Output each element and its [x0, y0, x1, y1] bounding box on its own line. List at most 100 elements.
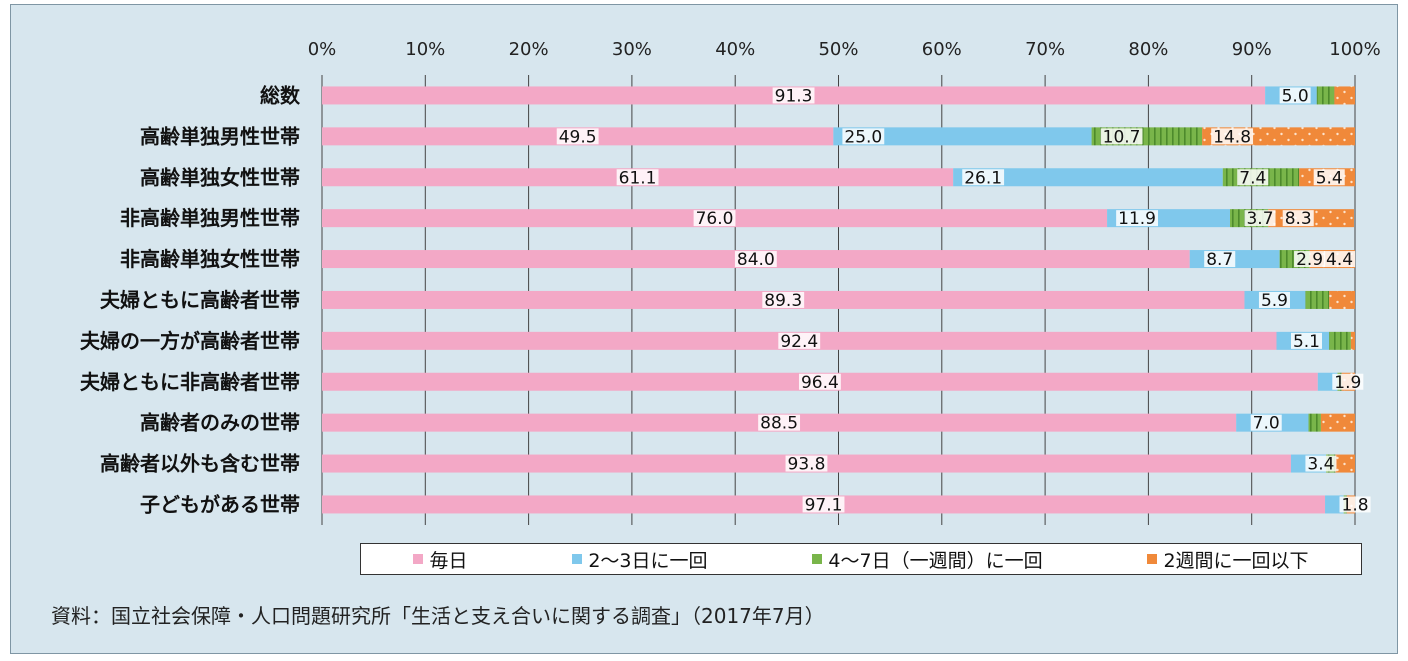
data-label-bg: [1313, 169, 1345, 186]
category-label: 非高齢単独女性世帯: [120, 247, 300, 271]
data-label-bg: [734, 251, 777, 268]
category-label: 高齢単独女性世帯: [140, 165, 300, 189]
data-label: 26.1: [964, 168, 1002, 188]
data-label-bg: [1211, 128, 1254, 145]
data-label-bg: [772, 87, 815, 104]
bar-segment: [1308, 413, 1321, 432]
data-label: 1.9: [1334, 373, 1361, 393]
category-label: 総数: [260, 83, 301, 107]
legend-swatch: [812, 554, 823, 564]
legend-swatch: [1147, 554, 1158, 564]
data-label-bg: [1294, 251, 1326, 268]
legend-swatch: [572, 554, 583, 564]
data-label-bg: [1116, 210, 1159, 227]
data-label-bg: [1237, 169, 1269, 186]
data-label: 76.0: [696, 209, 734, 229]
data-label: 93.8: [788, 455, 826, 475]
x-tick-label: 0%: [308, 39, 337, 60]
x-tick-label: 20%: [509, 39, 549, 60]
data-label: 3.4: [1307, 455, 1334, 475]
data-label-bg: [1258, 291, 1290, 308]
data-label: 3.7: [1246, 209, 1273, 229]
chart-frame: 0% 10% 20% 30% 40% 50% 60% 70% 80% 90% 100% 総数 高齢単独…: [10, 4, 1398, 654]
x-tick-label: 90%: [1232, 39, 1272, 60]
data-label: 92.4: [780, 332, 818, 352]
bar-segment: [1316, 86, 1335, 105]
data-label: 10.7: [1103, 127, 1141, 147]
data-label: 89.3: [764, 291, 802, 311]
category-label: 夫婦ともに高齢者世帯: [100, 288, 300, 312]
source-note: 資料：国立社会保障・人口問題研究所「生活と支え合いに関する調査」（2017年7月…: [51, 604, 825, 628]
data-label: 8.7: [1206, 250, 1233, 270]
data-label-bg: [785, 455, 828, 472]
data-label-bg: [693, 210, 736, 227]
data-label: 25.0: [844, 127, 882, 147]
data-label: 97.1: [805, 495, 843, 515]
legend-item: 2～3日に一回: [572, 546, 708, 573]
data-label: 5.1: [1293, 332, 1320, 352]
data-label: 4.4: [1326, 250, 1353, 270]
category-label: 高齢者のみの世帯: [140, 411, 300, 435]
data-label-bg: [762, 291, 805, 308]
legend-label: 2週間に一回以下: [1163, 549, 1309, 572]
data-label-bg: [1290, 332, 1323, 349]
category-label: 高齢単独男性世帯: [140, 124, 300, 148]
bar-segment: [1325, 495, 1344, 514]
data-label-bg: [1339, 496, 1371, 513]
stacked-bar-chart: 0% 10% 20% 30% 40% 50% 60% 70% 80% 90% 100% 総数高齢単独…: [80, 39, 1381, 525]
legend-swatch: [413, 554, 424, 564]
data-label-bg: [1100, 128, 1143, 145]
category-label: 非高齢単独男性世帯: [120, 206, 300, 230]
data-label: 84.0: [737, 250, 775, 270]
bar-segment: [1329, 290, 1355, 309]
category-label: 夫婦の一方が高齢者世帯: [80, 329, 300, 353]
x-tick-label: 100%: [1329, 39, 1380, 60]
data-label: 11.9: [1118, 209, 1156, 229]
x-tick-label: 50%: [818, 39, 858, 60]
legend-label: 2～3日に一回: [588, 549, 708, 572]
data-label: 1.8: [1342, 495, 1369, 515]
data-label: 61.1: [619, 168, 657, 188]
category-label: 夫婦ともに非高齢者世帯: [80, 370, 300, 394]
x-axis-ticks: 0% 10% 20% 30% 40% 50% 60% 70% 80% 90% 100%: [308, 39, 1381, 60]
legend-item: 毎日: [413, 546, 467, 573]
data-label: 88.5: [760, 414, 798, 434]
data-label-bg: [616, 169, 659, 186]
data-label-bg: [1324, 251, 1356, 268]
data-label: 96.4: [801, 373, 839, 393]
x-tick-label: 10%: [405, 39, 445, 60]
category-labels: 総数高齢単独男性世帯高齢単独女性世帯非高齢単独男性世帯非高齢単独女性世帯夫婦とも…: [80, 83, 301, 516]
data-label-bg: [778, 332, 821, 349]
data-label-bg: [1204, 251, 1236, 268]
data-label: 8.3: [1285, 209, 1312, 229]
data-label-bg: [1305, 455, 1337, 472]
bar-segment: [1334, 86, 1355, 105]
data-label: 2.9: [1296, 250, 1323, 270]
x-tick-label: 80%: [1128, 39, 1168, 60]
category-label: 子どもがある世帯: [140, 492, 300, 516]
data-label-bg: [842, 128, 885, 145]
x-tick-label: 60%: [922, 39, 962, 60]
bar-segment: [833, 127, 1092, 146]
x-tick-label: 30%: [612, 39, 652, 60]
data-label: 91.3: [775, 86, 813, 106]
bar-segment: [1335, 454, 1355, 473]
data-label-bg: [758, 414, 801, 431]
data-label-bg: [802, 496, 845, 513]
data-label: 5.9: [1261, 291, 1288, 311]
data-label: 5.4: [1316, 168, 1343, 188]
data-label-bg: [1282, 210, 1314, 227]
data-label-bg: [556, 128, 599, 145]
category-label: 高齢者以外も含む世帯: [100, 452, 300, 476]
data-label: 7.4: [1239, 168, 1266, 188]
data-label-bg: [1244, 210, 1276, 227]
legend: 毎日 2～3日に一回 4～7日（一週間）に一回 2週間に一回以下: [360, 543, 1362, 575]
data-label-bg: [1332, 373, 1364, 390]
bar-segment: [1305, 290, 1330, 309]
bar-segment: [953, 168, 1223, 187]
legend-label: 4～7日（一週間）に一回: [828, 549, 1043, 572]
bar-segment: [1329, 331, 1351, 350]
data-label: 49.5: [559, 127, 597, 147]
data-label-bg: [798, 373, 841, 390]
x-tick-label: 70%: [1025, 39, 1065, 60]
